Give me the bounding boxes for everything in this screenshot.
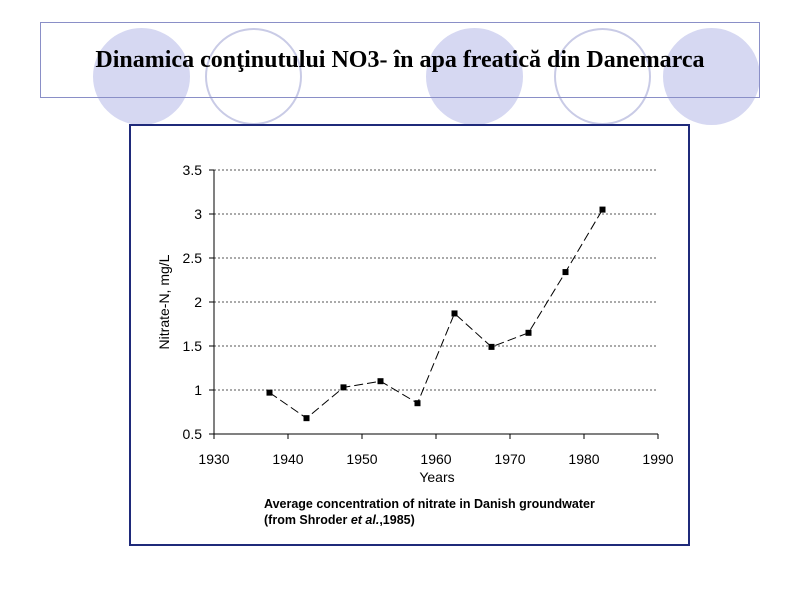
data-point-0 xyxy=(266,389,273,396)
tick-layer: 0.5 1 1.5 2 2.5 3 3.5 1930 1940 1950 1960 1970 1980 1… xyxy=(183,162,674,467)
x-tick-label-2: 1950 xyxy=(346,451,377,467)
chart-caption: Average concentration of nitrate in Dani… xyxy=(264,496,595,528)
y-tick-label-0: 0.5 xyxy=(183,426,203,442)
slide-title: Dinamica conţinutului NO3- în apa freati… xyxy=(95,46,705,73)
x-tick-label-6: 1990 xyxy=(642,451,673,467)
caption-line-1: Average concentration of nitrate in Dani… xyxy=(264,497,595,511)
x-tick-label-3: 1960 xyxy=(420,451,451,467)
decor-circle-1 xyxy=(93,28,190,125)
y-tick-label-6: 3.5 xyxy=(183,162,203,178)
caption-source-prefix: (from Shroder xyxy=(264,513,351,527)
x-tick-label-4: 1970 xyxy=(494,451,525,467)
data-point-3 xyxy=(377,378,384,385)
data-point-7 xyxy=(525,329,532,336)
x-tick-label-1: 1940 xyxy=(272,451,303,467)
data-point-5 xyxy=(451,310,458,317)
y-tick-label-3: 2 xyxy=(194,294,202,310)
title-box xyxy=(40,22,760,98)
y-tick-label-5: 3 xyxy=(194,206,202,222)
data-point-2 xyxy=(340,384,347,391)
decor-circle-5 xyxy=(663,28,760,125)
caption-et-al: et al. xyxy=(350,513,380,527)
x-tick-label-0: 1930 xyxy=(198,451,229,467)
series-line xyxy=(269,209,603,419)
data-point-6 xyxy=(488,343,495,350)
series-layer xyxy=(266,206,606,422)
y-tick-label-4: 2.5 xyxy=(183,250,203,266)
y-tick-label-1: 1 xyxy=(194,382,202,398)
grid-layer xyxy=(214,169,658,391)
y-tick-label-2: 1.5 xyxy=(183,338,203,354)
caption-source-suffix: ,1985) xyxy=(379,513,415,527)
y-axis-label: Nitrate-N, mg/L xyxy=(156,254,172,349)
decor-circle-3 xyxy=(426,28,523,125)
caption-line-2: (from Shroder et al.,1985) xyxy=(264,512,595,528)
data-point-4 xyxy=(414,400,421,407)
data-point-8 xyxy=(562,269,569,276)
data-point-1 xyxy=(303,415,310,422)
x-axis-label: Years xyxy=(419,469,454,485)
chart-frame xyxy=(129,124,690,546)
x-tick-label-5: 1980 xyxy=(568,451,599,467)
data-point-9 xyxy=(599,206,606,213)
